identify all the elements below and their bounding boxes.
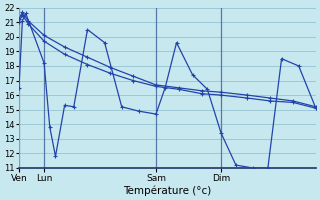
X-axis label: Température (°c): Température (°c) [123,185,212,196]
